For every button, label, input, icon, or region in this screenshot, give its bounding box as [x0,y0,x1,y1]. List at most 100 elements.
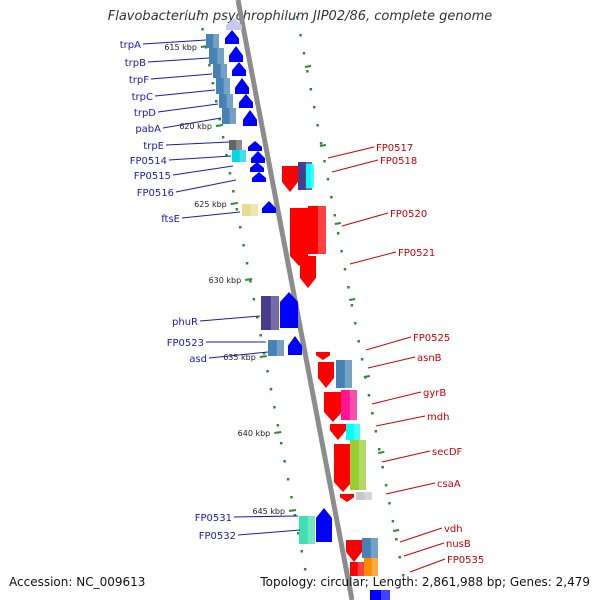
gene-features [206,18,390,600]
FP0535-highlight [357,562,364,576]
ruler-dot [276,424,280,427]
ruler-dot [333,214,337,217]
ruler-dot [343,268,347,271]
trpE-highlight [236,140,242,150]
phuR-block [261,296,279,330]
pabA-highlight [229,108,236,124]
ruler-dot [350,304,354,307]
FP0531-arrow [316,508,332,542]
leader-line [175,179,237,193]
ruler-dot [377,448,381,451]
gyrB-highlight [349,390,357,420]
ruler-tick [349,298,356,301]
ruler-label: 645 kbp [252,507,285,516]
map-title: Flavobacterium psychrophilum JIP02/86, c… [107,9,493,24]
ruler-dot [266,370,269,373]
FP0535-block [370,590,390,600]
ruler-dot [283,460,286,463]
ftsE-block [242,204,258,216]
leader-line [331,159,379,173]
FP0516-arrow [252,172,266,182]
leader-line [150,73,213,80]
ftsE-highlight [250,204,258,216]
gene-label-fp0523: FP0523 [167,338,204,349]
csaA-block [356,492,372,500]
gene-label-phur: phuR [172,317,198,328]
gene-label-paba: pabA [135,124,161,135]
leader-line [142,39,207,45]
gyrB-block [341,390,357,420]
ruler-dot [259,334,262,337]
gene-label-fp0517: FP0517 [376,143,413,154]
ruler-dot [384,484,388,487]
ruler-label: 620 kbp [179,122,212,131]
FP0523-block [268,340,284,356]
ruler-tick [319,144,327,147]
trpA-highlight [213,34,219,48]
ruler-dot [306,70,309,73]
leader-line [165,141,230,146]
gene-label-secdf: secDF [432,447,463,458]
gene-label-trpa: trpA [120,40,141,51]
ruler-dot [367,394,371,397]
mdh-highlight [353,424,360,440]
genome-summary: Topology: circular; Length: 2,861,988 bp… [260,575,590,589]
FP0532-arrow [318,525,332,535]
ruler-dot [303,568,307,571]
gene-label-trpf: trpF [129,75,149,86]
gene-label-fp0531: FP0531 [195,513,232,524]
ruler-dot [336,232,340,235]
ruler-dot [302,52,306,55]
ruler-dot [221,136,225,139]
leader-line [208,351,269,359]
ruler-dot [208,64,211,67]
pabA-arrow [243,110,257,126]
ruler-dot [232,190,235,193]
ruler-dot [371,412,374,415]
ruler-dot [228,172,232,175]
FP0531-highlight [307,516,315,544]
FP0525-arrow [324,392,342,422]
gene-label-trpd: trpD [134,108,156,119]
trpE-block [229,140,242,150]
ruler-dot [391,520,395,523]
gene-label-fp0521: FP0521 [398,248,435,259]
gene-label-ftse: ftsE [161,214,180,225]
ruler-dot [286,478,290,481]
trpF-arrow [232,62,246,76]
leader-line [381,450,431,463]
FP0514-highlight [239,150,246,162]
leader-line [399,527,443,543]
trpD-arrow [239,94,253,108]
accession-label: Accession: NC_009613 [9,575,146,589]
leader-line [172,165,234,176]
leader-line [349,251,397,265]
ruler-dot [290,496,293,499]
nusB-highlight [371,558,378,576]
gene-label-nusb: nusB [446,539,471,550]
ruler-dot [323,160,326,163]
ruler-dot [218,118,221,121]
ruler-tick [334,222,341,225]
leader-line [199,315,261,322]
ruler-dot [297,532,300,535]
nusB-block [364,558,378,576]
gene-label-fp0532: FP0532 [199,531,236,542]
ruler-dot [374,430,378,433]
ruler-dot [326,178,330,181]
leader-line [375,415,426,427]
trpC-highlight [223,78,230,94]
ruler-dot [252,298,256,301]
trpC-block [216,78,230,94]
leader-line [409,558,446,573]
trpB-arrow [229,46,243,62]
trpC-arrow [235,78,249,94]
gene-label-fp0535: FP0535 [447,555,484,566]
ruler-ticks: 615 kbp 620 kbp 625 kbp 630 kbp 635 kbp 640 k… [164,10,405,577]
FP0525-arrow [340,494,354,502]
ruler-dot [211,82,215,85]
FP0521-block [308,206,326,254]
FP0521-highlight [317,206,326,254]
pabA-block [222,108,236,124]
gene-label-mdh: mdh [427,412,449,423]
